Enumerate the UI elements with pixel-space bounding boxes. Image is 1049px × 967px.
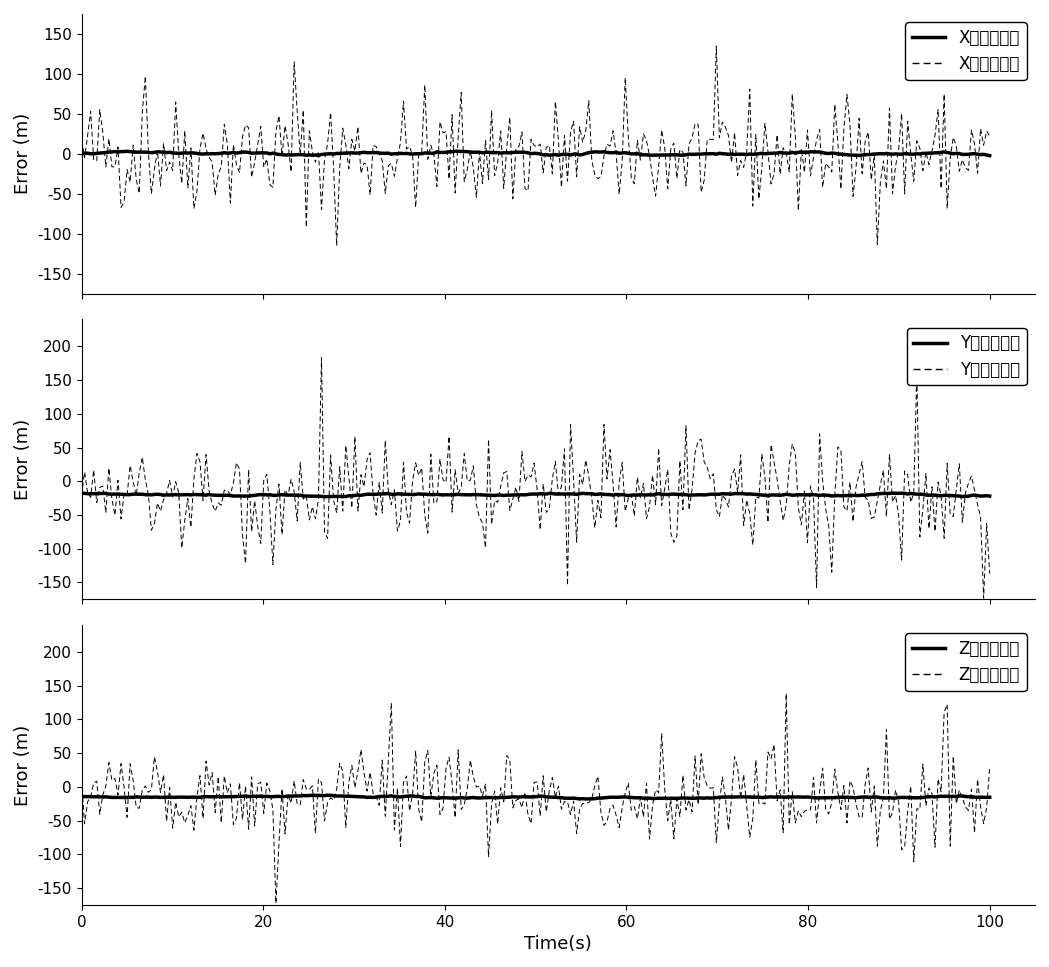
X滤波后误差 [843, 149, 856, 161]
Z滤波后误差 [76, 776, 88, 787]
X滤波前误差 [79, 152, 91, 163]
Y滤波前误差 [843, 477, 856, 488]
Y滤波前误差 [901, 469, 914, 481]
Y滤波后误差 [901, 488, 914, 500]
Y滤波后误差 [337, 491, 349, 503]
Y滤波后误差 [619, 489, 631, 501]
Z滤波后误差 [983, 761, 996, 773]
X滤波前误差 [847, 190, 859, 202]
X滤波后误差 [634, 149, 646, 161]
X滤波前误差 [616, 156, 628, 167]
Z滤波后误差 [634, 792, 646, 804]
Z滤波后误差 [637, 792, 649, 804]
Z滤波后误差 [904, 792, 917, 804]
Y滤波前误差 [315, 352, 327, 364]
Z滤波后误差 [904, 780, 917, 792]
Z滤波后误差 [847, 781, 859, 793]
Y滤波前误差 [983, 568, 996, 579]
Y滤波后误差 [79, 487, 91, 499]
Z滤波后误差 [847, 792, 859, 804]
Y-axis label: Error (m): Error (m) [14, 724, 31, 806]
Y滤波前误差 [978, 593, 990, 604]
X滤波后误差 [616, 147, 628, 159]
Y滤波后误差 [76, 487, 88, 499]
Y滤波前误差 [619, 506, 631, 517]
Z滤波后误差 [779, 688, 792, 699]
Y滤波后误差 [616, 488, 628, 500]
Y滤波前误差 [79, 466, 91, 478]
Z滤波后误差 [76, 790, 88, 802]
Y滤波前误差 [634, 492, 646, 504]
X滤波后误差 [76, 148, 88, 160]
Z滤波后误差 [79, 791, 91, 803]
Z滤波后误差 [270, 897, 282, 909]
Line: Z滤波后误差: Z滤波后误差 [82, 693, 989, 903]
Z滤波后误差 [619, 787, 631, 799]
Z滤波后误差 [622, 791, 635, 803]
X滤波前误差 [710, 41, 723, 52]
Line: X滤波前误差: X滤波前误差 [82, 46, 989, 246]
Legend: Y滤波前误差, Y滤波后误差: Y滤波前误差, Y滤波后误差 [906, 328, 1027, 386]
X-axis label: Time(s): Time(s) [524, 935, 593, 953]
Z滤波后误差 [79, 818, 91, 830]
X滤波前误差 [904, 148, 917, 160]
Y滤波后误差 [634, 489, 646, 501]
Y-axis label: Error (m): Error (m) [14, 419, 31, 500]
Z滤波后误差 [619, 791, 631, 803]
X滤波前误差 [619, 72, 631, 83]
X滤波前误差 [983, 131, 996, 142]
Y滤波后误差 [843, 490, 856, 502]
Legend: X滤波前误差, X滤波后误差: X滤波前误差, X滤波后误差 [905, 22, 1027, 80]
X滤波后误差 [901, 148, 914, 160]
Legend: Z滤波后误差, Z滤波后误差: Z滤波后误差, Z滤波后误差 [905, 633, 1027, 691]
Line: Z滤波后误差: Z滤波后误差 [82, 795, 989, 799]
Z滤波后误差 [579, 793, 592, 805]
X滤波后误差 [79, 148, 91, 160]
X滤波后误差 [449, 145, 462, 157]
Y滤波后误差 [983, 490, 996, 502]
X滤波后误差 [619, 147, 631, 159]
Line: Y滤波前误差: Y滤波前误差 [82, 358, 989, 599]
Y滤波前误差 [616, 456, 628, 468]
Line: X滤波后误差: X滤波后误差 [82, 151, 989, 156]
X滤波后误差 [983, 150, 996, 161]
Z滤波后误差 [616, 802, 628, 813]
X滤波前误差 [330, 240, 343, 251]
Y滤波前误差 [76, 489, 88, 501]
Y-axis label: Error (m): Error (m) [14, 113, 31, 194]
X滤波前误差 [634, 155, 646, 166]
Z滤波后误差 [321, 789, 334, 801]
Z滤波后误差 [983, 791, 996, 803]
Line: Y滤波后误差: Y滤波后误差 [82, 493, 989, 497]
X滤波前误差 [76, 134, 88, 146]
